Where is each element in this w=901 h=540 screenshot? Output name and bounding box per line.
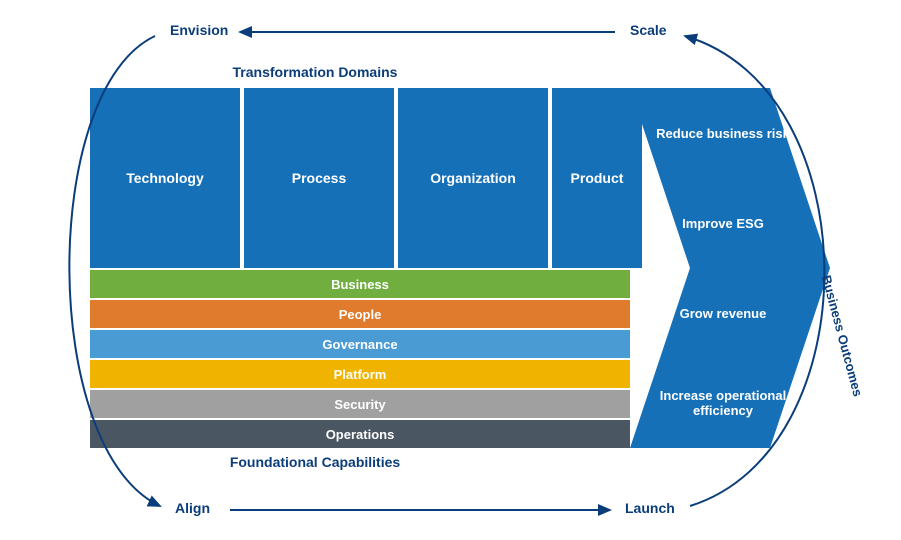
outcome-item: Increase operational efficiency [648,377,798,429]
outcome-item: Improve ESG [648,197,798,249]
outcome-item: Grow revenue [648,287,798,339]
cycle-envision-label: Envision [170,22,228,38]
outcome-item: Reduce business risk [648,107,798,159]
cycle-scale-label: Scale [630,22,667,38]
outcomes-chevron [0,0,901,540]
cycle-align-label: Align [175,500,210,516]
cycle-launch-label: Launch [625,500,675,516]
